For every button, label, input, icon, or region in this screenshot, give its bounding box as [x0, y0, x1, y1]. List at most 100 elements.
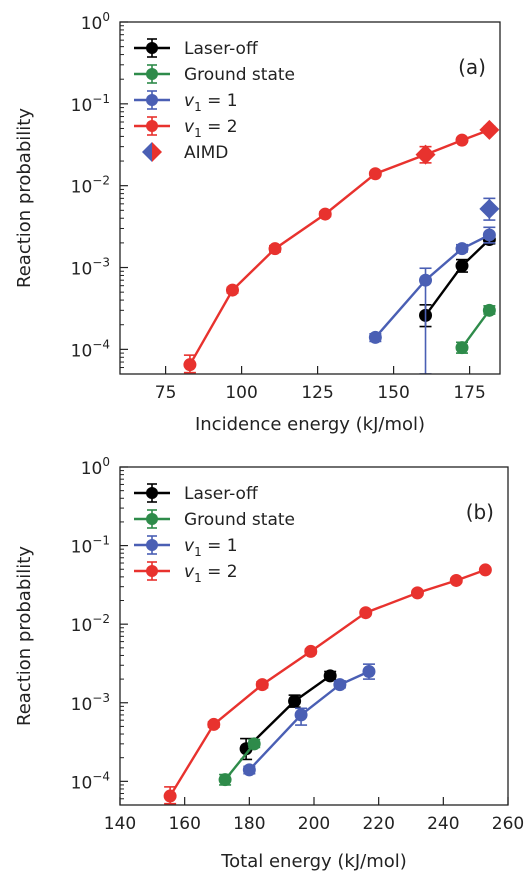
data-point: [455, 259, 469, 273]
data-point: [333, 678, 347, 692]
legend-marker: [146, 120, 158, 132]
data-point: [163, 789, 177, 803]
y-axis-label: Reaction probability: [14, 546, 35, 726]
data-point: [368, 167, 382, 181]
data-point-diamond: [415, 144, 436, 165]
x-tick-label: 140: [104, 814, 136, 834]
legend-item: v1 = 2: [134, 116, 238, 140]
plot-area: [183, 119, 500, 374]
series-ground-state: [455, 303, 496, 355]
data-point: [410, 586, 424, 600]
series-aimd: [415, 119, 500, 221]
data-point: [368, 330, 382, 344]
series-v1-2-line: [188, 128, 490, 366]
legend-marker: [146, 539, 158, 551]
data-point: [242, 763, 256, 777]
series-ground-state-line: [461, 309, 491, 349]
legend: Laser-off Ground state v1 = 1 v1 = 2 AIMD: [134, 38, 295, 163]
legend-label: v1 = 1: [184, 91, 238, 114]
series-v1-2: [163, 563, 492, 805]
x-tick-label: 125: [301, 383, 333, 403]
legend-marker: [146, 68, 158, 80]
data-point: [323, 669, 337, 683]
data-point-diamond: [479, 119, 500, 140]
x-tick-label: 200: [298, 814, 330, 834]
legend-diamond-left: [142, 142, 152, 162]
data-point: [362, 664, 376, 678]
data-point: [449, 573, 463, 587]
data-point: [455, 341, 469, 355]
data-point: [318, 207, 332, 221]
x-tick-label: 220: [362, 814, 394, 834]
series-v1-1-line: [374, 233, 490, 339]
data-point: [207, 717, 221, 731]
y-tick-label: 10−4: [71, 769, 110, 793]
x-tick-label: 240: [427, 814, 459, 834]
y-tick-label: 10−1: [71, 534, 110, 558]
data-point: [255, 678, 269, 692]
data-point: [225, 283, 239, 297]
legend-label: v1 = 2: [184, 562, 238, 585]
legend-label: Laser-off: [184, 39, 259, 59]
data-point: [478, 563, 492, 577]
series-v1-1-line: [248, 670, 370, 771]
legend: Laser-off Ground state v1 = 1 v1 = 2: [134, 483, 295, 585]
legend-item: Ground state: [134, 64, 295, 85]
legend-item: Ground state: [134, 509, 295, 530]
chart-panel-b: 100 10−1 10−2 10−3 10−4 140 160 180 200 220 240 260…: [14, 455, 524, 872]
legend-diamond-right: [152, 142, 162, 162]
series-ground-state: [218, 737, 261, 787]
x-tick-label: 180: [233, 814, 265, 834]
series-laser-off: [239, 669, 337, 761]
data-point: [268, 242, 282, 256]
data-point: [247, 737, 261, 751]
data-point: [455, 242, 469, 256]
legend-item: v1 = 2: [134, 561, 238, 585]
x-tick-label: 175: [453, 383, 485, 403]
legend-label: AIMD: [184, 143, 228, 163]
y-tick-label: 10−3: [71, 256, 110, 280]
panel-label: (a): [458, 55, 486, 79]
data-point-diamond: [479, 198, 500, 219]
data-point: [294, 708, 308, 722]
legend-marker: [146, 42, 158, 54]
legend-label: Laser-off: [184, 484, 259, 504]
legend-label: v1 = 2: [184, 117, 238, 140]
series-v1-1: [368, 226, 496, 374]
data-point: [183, 358, 197, 372]
y-tick-label: 10−3: [71, 691, 110, 715]
y-tick-label: 10−2: [71, 174, 110, 198]
legend-item: Laser-off: [134, 38, 259, 59]
legend-label: v1 = 1: [184, 536, 238, 559]
data-point: [482, 228, 496, 242]
legend-label: Ground state: [184, 510, 295, 530]
data-point: [304, 644, 318, 658]
y-tick-label: 10−2: [71, 612, 110, 636]
data-point: [455, 133, 469, 147]
plot-frame: [119, 21, 501, 375]
x-tick-label: 75: [155, 383, 177, 403]
y-tick-label: 10−4: [71, 337, 110, 361]
x-tick-label: 160: [168, 814, 200, 834]
legend-item: AIMD: [142, 142, 228, 163]
y-tick-label: 10−1: [71, 92, 110, 116]
panel-label: (b): [466, 500, 494, 524]
series-v1-1: [242, 663, 376, 777]
legend-marker: [146, 487, 158, 499]
data-point: [288, 694, 302, 708]
series-v1-2-line: [169, 568, 486, 797]
chart-panel-a: 100 10−1 10−2 10−3 10−4 75 100 125 150 175 Inciden…: [14, 10, 501, 435]
data-point: [482, 303, 496, 317]
x-tick-label: 150: [377, 383, 409, 403]
legend-item: Laser-off: [134, 483, 259, 504]
plot-frame: [119, 466, 509, 806]
series-ground-state-line: [224, 743, 256, 781]
x-axis-label: Total energy (kJ/mol): [220, 851, 407, 872]
legend-item: v1 = 1: [134, 535, 238, 559]
data-point: [218, 773, 232, 787]
x-tick-label: 260: [492, 814, 524, 834]
legend-marker: [146, 565, 158, 577]
plot-area: [163, 563, 492, 805]
x-tick-label: 100: [225, 383, 257, 403]
